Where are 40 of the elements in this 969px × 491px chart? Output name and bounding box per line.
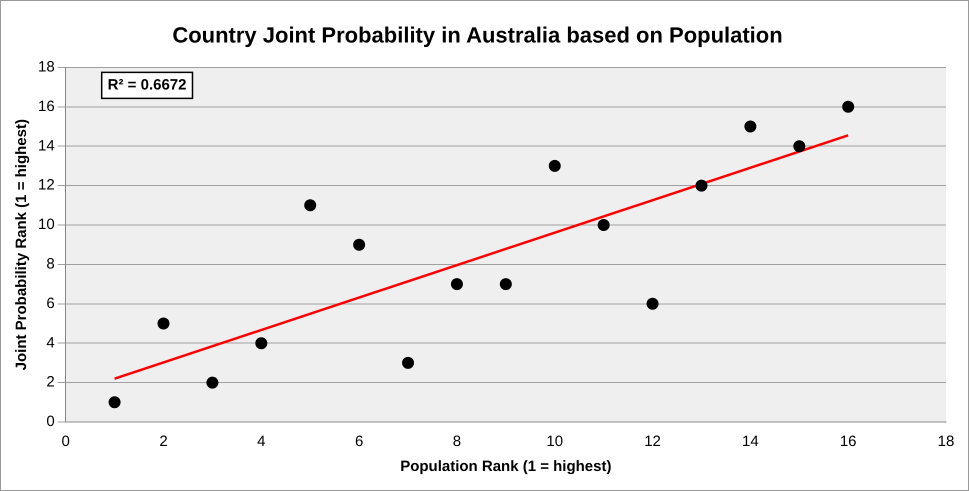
y-tick-label: 14: [38, 137, 55, 154]
y-tick-label: 8: [46, 256, 55, 273]
y-tick-label: 16: [38, 98, 55, 115]
point: [450, 278, 463, 290]
point: [158, 318, 170, 330]
point: [646, 298, 659, 310]
point: [500, 278, 512, 290]
y-tick-label: 4: [46, 334, 55, 352]
x-tick-label: 16: [840, 433, 857, 450]
x-tick-label: 10: [546, 433, 564, 450]
y-tick-label: 12: [38, 176, 55, 194]
y-tick-label: 18: [38, 58, 55, 76]
point: [598, 219, 610, 231]
annotation: R² = 0.6672: [108, 76, 186, 94]
chart-title: Country Joint Probability in Australia based on Population: [172, 22, 783, 48]
x-tick-label: 14: [742, 433, 759, 450]
x-tick-label: 8: [452, 433, 462, 450]
x-tick-label: 18: [938, 433, 954, 450]
y-tick-label: 10: [38, 216, 55, 234]
x-tick-label: 0: [62, 433, 70, 450]
point: [255, 337, 268, 350]
point: [108, 396, 121, 408]
x-tick-label: 2: [159, 433, 168, 450]
y-tick-label: 2: [46, 374, 55, 391]
point: [842, 100, 854, 113]
point: [402, 356, 414, 369]
point: [695, 180, 708, 192]
x-tick-label: 4: [257, 433, 266, 450]
point: [206, 376, 218, 389]
point: [744, 120, 756, 132]
point: [548, 160, 561, 172]
point: [304, 199, 316, 212]
y-tick-label: 0: [46, 413, 55, 430]
x-axis-title: Population Rank (1 = highest): [400, 458, 612, 476]
x-tick-label: 6: [354, 433, 364, 450]
y-axis-title: Joint Probability Rank (1 = highest): [13, 119, 30, 370]
point: [793, 140, 806, 152]
x-tick-label: 12: [644, 433, 661, 450]
y-tick-label: 6: [46, 294, 55, 312]
point: [353, 238, 366, 251]
